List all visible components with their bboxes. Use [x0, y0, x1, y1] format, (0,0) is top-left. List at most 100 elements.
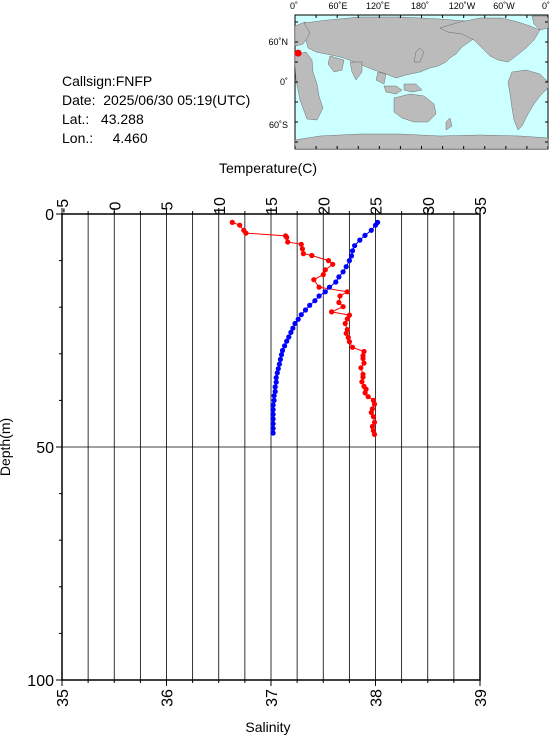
temperature-point	[342, 320, 348, 327]
date-text: Date: 2025/06/30 05:19(UTC)	[62, 92, 251, 108]
salinity-point	[312, 298, 318, 304]
world-map: 0˚ 60˚E 120˚E 180˚ 120˚W 60˚W 0˚ 60˚N 0˚…	[268, 1, 550, 150]
temperature-point	[316, 284, 322, 290]
salinity-point	[368, 227, 374, 233]
temperature-point	[345, 334, 351, 341]
map-lat-tick-label: 0˚	[280, 77, 288, 87]
salinity-point	[352, 243, 358, 249]
temperature-tick-label: 30	[421, 197, 438, 215]
map-lon-tick-label: 60˚E	[328, 1, 347, 11]
station-info: Callsign:FNFP Date: 2025/06/30 05:19(UTC…	[62, 72, 250, 148]
temperature-point	[371, 431, 378, 437]
salinity-point	[270, 407, 276, 413]
salinity-point	[277, 356, 283, 362]
temperature-point	[360, 355, 366, 362]
salinity-point	[295, 316, 301, 322]
salinity-point	[270, 425, 276, 431]
salinity-tick-label: 35	[55, 689, 72, 707]
temperature-point	[349, 344, 356, 350]
salinity-point	[343, 264, 349, 270]
temperature-point	[229, 219, 235, 225]
temperature-tick-label: 25	[369, 197, 386, 215]
temperature-point	[285, 239, 291, 245]
depth-tick-label: 100	[27, 673, 54, 690]
salinity-point	[357, 237, 363, 243]
temperature-point	[361, 360, 367, 366]
salinity-point	[290, 325, 296, 331]
salinity-point	[270, 402, 276, 408]
salinity-point	[348, 253, 355, 259]
map-frame-ticks	[294, 15, 549, 149]
temperature-tick-label: 0	[107, 201, 124, 210]
temperature-point	[369, 423, 375, 430]
salinity-point	[271, 397, 277, 403]
temperature-point	[340, 304, 346, 310]
latitude-text: Lat.: 43.288	[62, 111, 144, 127]
temperature-point	[371, 419, 378, 425]
salinity-point	[270, 411, 276, 417]
temperature-point	[362, 390, 368, 396]
temperature-point	[344, 316, 350, 322]
callsign-text: Callsign:FNFP	[62, 73, 153, 89]
temperature-tick-label: 20	[316, 197, 333, 215]
salinity-point	[274, 370, 280, 376]
temperature-point	[298, 241, 304, 247]
temperature-point	[360, 374, 366, 380]
temperature-point	[309, 252, 315, 259]
map-lon-tick-label: 180˚	[411, 1, 429, 11]
salinity-point	[286, 334, 292, 340]
salinity-point	[336, 274, 342, 280]
temperature-point	[343, 330, 349, 336]
salinity-point	[349, 248, 356, 254]
series-layer	[229, 219, 381, 437]
salinity-point	[276, 361, 282, 367]
salinity-axis-title: Salinity	[245, 719, 290, 735]
salinity-point	[275, 366, 281, 372]
salinity-point	[272, 384, 278, 390]
map-lon-tick-labels: 0˚ 60˚E 120˚E 180˚ 120˚W 60˚W 0˚	[290, 1, 550, 11]
map-lat-tick-labels: 60˚N 0˚ 60˚S	[268, 37, 288, 130]
salinity-point	[322, 289, 328, 295]
salinity-point	[270, 416, 276, 422]
temperature-point	[359, 379, 365, 385]
grid-lines	[61, 214, 481, 680]
salinity-point	[270, 421, 276, 427]
map-lon-tick-label: 0˚	[542, 1, 550, 11]
temperature-point	[336, 299, 342, 306]
temperature-point	[358, 365, 364, 371]
salinity-point	[302, 307, 309, 313]
temperature-axis-title: Temperature(C)	[219, 160, 317, 176]
salinity-point	[278, 352, 285, 358]
salinity-tick-label: 36	[160, 689, 177, 707]
temperature-point	[243, 230, 249, 236]
map-lat-tick-label: 60˚S	[269, 120, 288, 130]
map-lon-tick-label: 120˚W	[449, 1, 476, 11]
temperature-point	[300, 251, 306, 257]
temperature-point	[330, 261, 336, 267]
salinity-point	[273, 379, 279, 385]
temperature-tick-label: 15	[264, 197, 281, 215]
salinity-tick-label: 37	[264, 689, 281, 707]
depth-tick-label: 0	[45, 207, 54, 224]
temperature-point	[322, 267, 328, 273]
salinity-point	[288, 329, 294, 335]
temperature-point	[344, 289, 350, 295]
salinity-profile-line	[272, 222, 379, 433]
temperature-tick-label: 10	[212, 197, 229, 215]
depth-tick-label: 50	[36, 440, 54, 457]
map-lon-tick-label: 0˚	[290, 1, 298, 11]
temperature-tick-label: 35	[473, 197, 490, 215]
salinity-point	[273, 375, 279, 381]
depth-axis-title: Depth(m)	[0, 418, 13, 476]
temperature-point	[320, 272, 326, 278]
temperature-point	[365, 394, 371, 400]
salinity-tick-label: 38	[369, 689, 386, 707]
temperature-point	[346, 339, 352, 345]
salinity-point	[316, 293, 322, 299]
temperature-point	[346, 312, 352, 318]
temperature-point	[371, 401, 378, 407]
temperature-point	[361, 348, 367, 355]
salinity-tick-label: 39	[473, 689, 490, 707]
map-land	[294, 15, 549, 150]
